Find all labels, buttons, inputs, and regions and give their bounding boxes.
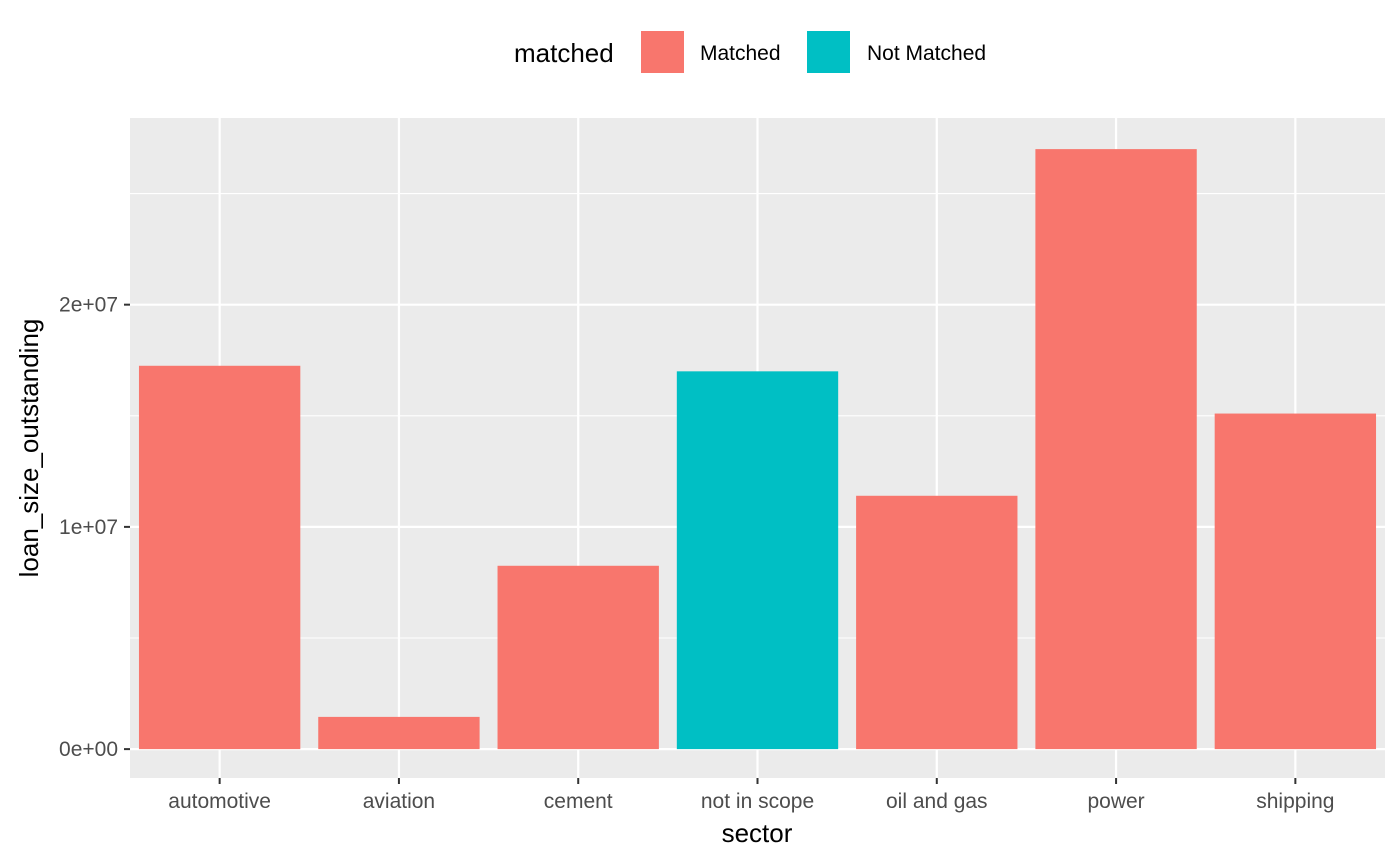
x-axis: automotive aviation cement not in scope oil … — [168, 778, 1334, 813]
y-axis: 0e+00 1e+07 2e+07 — [59, 294, 130, 761]
bar-cement — [497, 565, 659, 750]
y-tick-label: 2e+07 — [59, 294, 118, 317]
x-tick-label: oil and gas — [886, 790, 988, 813]
x-tick-label: not in scope — [701, 790, 814, 813]
x-axis-title: sector — [722, 818, 793, 848]
legend-label-matched: Matched — [700, 42, 781, 65]
legend-label-not-matched: Not Matched — [867, 42, 986, 65]
legend-key-not-matched — [807, 31, 850, 73]
bar-shipping — [1214, 413, 1377, 750]
y-tick-label: 1e+07 — [59, 516, 118, 539]
x-tick-label: shipping — [1256, 790, 1334, 813]
legend-key-matched — [641, 31, 684, 73]
legend: matched Matched Not Matched — [514, 31, 986, 73]
x-tick-label: power — [1087, 790, 1144, 813]
bar-oil-and-gas — [856, 495, 1018, 750]
legend-title: matched — [514, 38, 614, 68]
bar-aviation — [318, 716, 480, 750]
x-tick-label: automotive — [168, 790, 271, 813]
bar-not-in-scope — [676, 371, 839, 750]
y-tick-label: 0e+00 — [59, 738, 118, 761]
bar-power — [1035, 149, 1197, 750]
x-tick-label: cement — [544, 790, 613, 813]
y-axis-title: loan_size_outstanding — [14, 319, 44, 578]
x-tick-label: aviation — [363, 790, 435, 813]
bar-automotive — [138, 365, 301, 750]
bars — [138, 149, 1377, 750]
